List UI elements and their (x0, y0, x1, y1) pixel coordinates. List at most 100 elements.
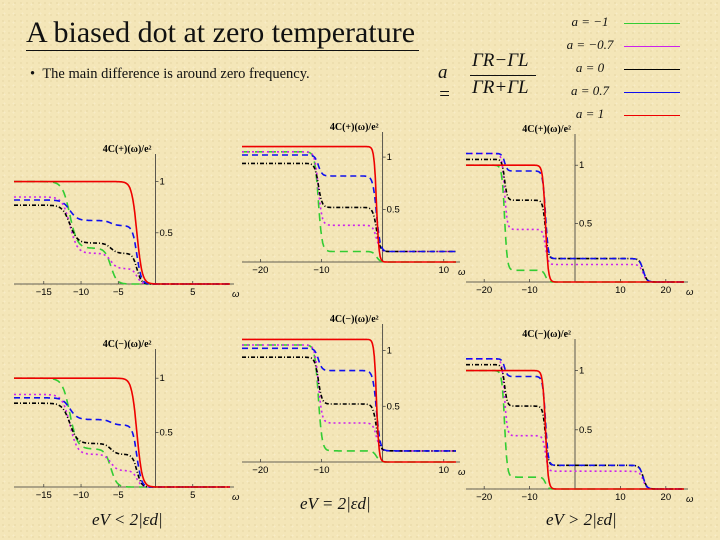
footer-left: eV < 2|εd| (92, 510, 163, 529)
series-line (242, 162, 456, 253)
x-tick-label: 20 (661, 492, 672, 503)
legend-swatch (624, 115, 680, 116)
x-tick-label: 10 (615, 492, 626, 503)
series-line (14, 377, 230, 488)
x-tick-label: 10 (615, 285, 626, 296)
chart-svg: −15 −10 −5 5 0.5 1 ω 4C(−)(ω)/e² (14, 339, 240, 503)
series-line (14, 204, 230, 285)
series-line (14, 402, 230, 488)
legend-swatch (624, 92, 680, 93)
x-tick-label: −5 (113, 287, 124, 298)
bullet-text: • The main difference is around zero fre… (30, 66, 310, 82)
y-axis-label: 4C(−)(ω)/e² (522, 329, 571, 340)
y-tick-label: 0.5 (579, 425, 592, 436)
legend-entry: a = 0 (560, 60, 710, 78)
series-line (242, 154, 456, 253)
x-tick-label: −5 (113, 490, 124, 501)
formula-bar (470, 75, 536, 76)
x-tick-label: 5 (190, 287, 195, 298)
chart-svg: −20 −10 10 20 0.5 1 ω 4C(+)(ω)/e² (466, 124, 694, 298)
x-axis-label: ω (686, 494, 694, 505)
chart-panel-bot-left: −15 −10 −5 5 0.5 1 ω 4C(−)(ω)/e² (10, 339, 240, 503)
y-tick-label: 1 (387, 346, 392, 357)
series-line (14, 377, 230, 488)
x-tick-label: −10 (313, 265, 329, 276)
series-line (242, 344, 456, 463)
series-line (242, 145, 456, 263)
series-line (14, 199, 230, 285)
y-tick-label: 0.5 (160, 428, 173, 439)
y-tick-label: 0.5 (387, 205, 400, 216)
y-tick-label: 1 (387, 152, 392, 163)
chart-panel-top-right: −20 −10 10 20 0.5 1 ω 4C(+)(ω)/e² (462, 124, 694, 298)
chart-svg: −20 −10 10 0.5 1 ω 4C(+)(ω)/e² (242, 122, 466, 278)
chart-panel-bot-right: −20 −10 10 20 0.5 1 ω 4C(−)(ω)/e² (462, 329, 694, 505)
y-tick-label: 1 (579, 366, 584, 377)
legend-entry: a = −1 (560, 14, 710, 32)
legend-label: a = 1 (575, 106, 605, 121)
chart-panel-top-mid: −20 −10 10 0.5 1 ω 4C(+)(ω)/e² (238, 122, 466, 278)
y-axis-label: 4C(+)(ω)/e² (330, 122, 379, 133)
series-line (14, 180, 230, 285)
y-tick-label: 0.5 (160, 228, 173, 239)
x-axis-label: ω (232, 492, 240, 503)
series-line (242, 338, 456, 463)
legend-label: a = −0.7 (566, 37, 614, 52)
y-axis-label: 4C(−)(ω)/e² (103, 339, 152, 350)
y-tick-label: 0.5 (579, 219, 592, 230)
series-line (242, 344, 456, 452)
y-axis-label: 4C(+)(ω)/e² (103, 144, 152, 155)
series-line (466, 152, 684, 283)
chart-panel-top-left: −15 −10 −5 5 0.5 1 ω 4C(+)(ω)/e² (10, 144, 240, 300)
series-line (242, 347, 456, 452)
x-tick-label: −20 (476, 285, 492, 296)
x-tick-label: 10 (438, 265, 449, 276)
series-line (466, 358, 684, 490)
series-line (14, 180, 230, 285)
x-tick-label: 5 (190, 490, 195, 501)
series-line (466, 164, 684, 283)
legend-swatch (624, 69, 680, 70)
series-line (14, 397, 230, 488)
x-tick-label: −10 (73, 490, 89, 501)
x-tick-label: −10 (73, 287, 89, 298)
x-tick-label: 10 (438, 465, 449, 476)
x-tick-label: −20 (252, 465, 268, 476)
series-line (242, 151, 456, 253)
y-tick-label: 0.5 (387, 401, 400, 412)
series-line (242, 356, 456, 452)
legend-swatch (624, 46, 680, 47)
x-tick-label: −10 (313, 465, 329, 476)
legend-entry: a = −0.7 (560, 37, 710, 55)
footer-right: eV > 2|εd| (546, 510, 617, 529)
chart-panel-bot-mid: −20 −10 10 0.5 1 ω 4C(−)(ω)/e² (238, 314, 466, 478)
x-axis-label: ω (232, 289, 240, 300)
formula-numerator: ΓR−ΓL (472, 50, 529, 71)
y-tick-label: 1 (579, 160, 584, 171)
series-line (466, 369, 684, 490)
series-line (14, 393, 230, 488)
legend-label: a = 0.7 (570, 83, 610, 98)
x-tick-label: −20 (476, 492, 492, 503)
chart-svg: −20 −10 10 20 0.5 1 ω 4C(−)(ω)/e² (466, 329, 694, 505)
x-tick-label: −15 (36, 287, 52, 298)
chart-svg: −20 −10 10 0.5 1 ω 4C(−)(ω)/e² (242, 314, 466, 478)
y-axis-label: 4C(+)(ω)/e² (522, 124, 571, 135)
bullet-label: The main difference is around zero frequ… (42, 66, 310, 82)
legend-swatch (624, 23, 680, 24)
x-axis-label: ω (458, 467, 466, 478)
slide-title: A biased dot at zero temperature (26, 16, 420, 51)
x-tick-label: −10 (522, 285, 538, 296)
x-axis-label: ω (686, 287, 694, 298)
y-tick-label: 1 (160, 373, 165, 384)
legend-label: a = 0 (575, 60, 605, 75)
x-axis-label: ω (458, 267, 466, 278)
y-axis-label: 4C(−)(ω)/e² (330, 314, 379, 325)
x-tick-label: 20 (661, 285, 672, 296)
x-tick-label: −20 (252, 265, 268, 276)
footer-mid: eV = 2|εd| (300, 494, 371, 513)
legend-entry: a = 1 (560, 106, 710, 124)
x-tick-label: −10 (522, 492, 538, 503)
formula-denominator: ΓR+ΓL (472, 77, 529, 98)
chart-svg: −15 −10 −5 5 0.5 1 ω 4C(+)(ω)/e² (14, 144, 240, 300)
